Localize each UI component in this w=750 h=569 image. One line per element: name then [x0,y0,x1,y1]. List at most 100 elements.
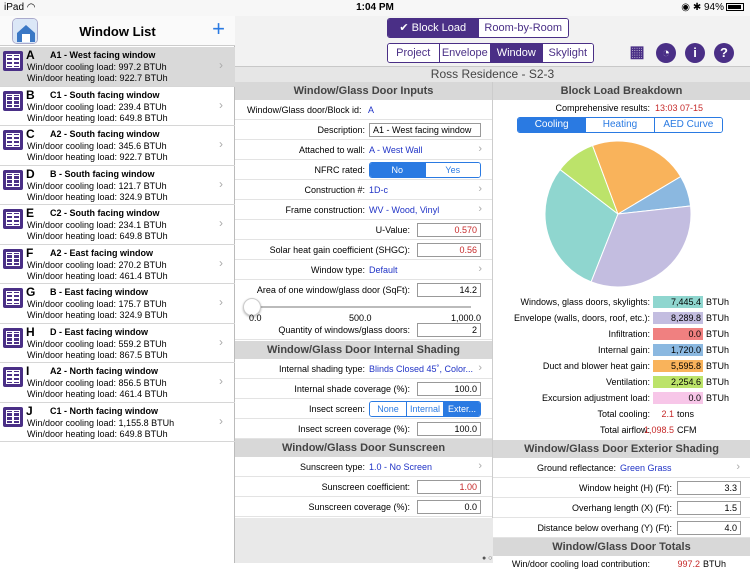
list-item[interactable]: H D - East facing window Win/door cooling … [0,324,235,363]
block-id-value: A [368,105,375,115]
window-type-row[interactable]: Window type: Default › [235,260,492,280]
chevron-right-icon: › [736,461,740,473]
mode-segmented-control: ✔ Block Load Room-by-Room [387,18,569,38]
breakdown-label: Excursion adjustment load: [541,393,650,403]
window-letter: J [26,403,33,418]
area-row: Area of one window/glass door (SqFt): 14… [235,280,492,300]
total-airflow-row: Total airflow: 1,098.5 CFM [493,422,750,438]
sunscreen-coef-input[interactable]: 1.00 [417,480,481,494]
shading-type-row[interactable]: Internal shading type: Blinds Closed 45˚… [235,359,492,379]
sunscreen-coverage-input[interactable]: 0.0 [417,500,481,514]
frame-row[interactable]: Frame construction: WV - Wood, Vinyl › [235,200,492,220]
window-icon [3,90,23,111]
tab-cooling[interactable]: Cooling [518,118,587,132]
tab-skylight[interactable]: Skylight [542,44,593,62]
lock-rotation-icon: ◉ [681,2,691,13]
battery-icon [726,3,744,12]
main-panel: ✔ Block Load Room-by-Room Project Envelo… [235,16,750,569]
breakdown-value: 0.0 [653,328,703,340]
breakdown-label: Duct and blower heat gain: [542,361,650,371]
uvalue-input[interactable]: 0.570 [417,223,481,237]
nfrc-yes-option[interactable]: Yes [425,163,480,177]
distance-below-input[interactable]: 4.0 [677,521,741,535]
total-airflow-value: 1,098.5 [643,425,674,435]
list-item[interactable]: E C2 - South facing window Win/door coolin… [0,205,235,245]
empty-area [235,518,493,563]
insect-internal-option[interactable]: Internal [407,402,444,416]
insect-coverage-input[interactable]: 100.0 [417,422,481,436]
shading-type-value: Blinds Closed 45˚, Color... [369,364,474,374]
window-icon [3,406,23,427]
sidebar-title: Window List [79,24,156,39]
ground-reflectance-row[interactable]: Ground reflectance: Green Grass › [493,458,750,478]
wifi-icon: ◠ [26,2,36,13]
breakdown-unit: BTUh [706,393,730,403]
inputs-header: Window/Glass Door Inputs [235,82,492,100]
list-item[interactable]: A A1 - West facing window Win/door cooling… [0,47,235,87]
total-cooling-unit: tons [677,409,695,419]
window-letter: H [26,324,35,339]
insect-exterior-option[interactable]: Exter... [444,402,480,416]
quantity-input[interactable]: 2 [417,323,481,337]
breakdown-unit: BTUh [706,377,730,387]
project-title: Ross Residence - S2-3 [235,67,750,82]
window-name: B - East facing window [50,287,149,297]
list-item[interactable]: I A2 - North facing window Win/door coolin… [0,363,235,403]
breakdown-row: Windows, glass doors, skylights: 7,445.4 B… [493,294,750,310]
window-name: B - South facing window [50,168,155,179]
cooling-contribution-label: Win/door cooling load contribution: [511,559,650,569]
total-cooling-label: Total cooling: [597,409,650,419]
window-height-row: Window height (H) (Ft): 3.3 [493,478,750,498]
attached-wall-value: A - West Wall [369,145,423,155]
tab-block-load[interactable]: ✔ Block Load [388,19,479,37]
construction-row[interactable]: Construction #: 1D-c › [235,180,492,200]
window-icon [3,327,23,348]
help-icon[interactable]: ? [714,43,734,63]
tab-window[interactable]: Window [491,44,543,62]
sunscreen-type-row[interactable]: Sunscreen type: 1.0 - No Screen › [235,457,492,477]
area-slider-thumb[interactable] [243,298,262,316]
tab-envelope[interactable]: Envelope [439,44,491,62]
quantity-label: Quantity of windows/glass doors: [278,325,410,335]
list-item[interactable]: D B - South facing window Win/door cooling… [0,166,235,205]
app-icon[interactable] [12,18,38,44]
list-item[interactable]: C A2 - South facing window Win/door coolin… [0,126,235,166]
window-height-input[interactable]: 3.3 [677,481,741,495]
insect-none-option[interactable]: None [370,402,407,416]
sidebar-header: Window List + [0,16,235,46]
window-heating-load: Win/door heating load: 461.4 BTUh [27,270,168,281]
tab-heating[interactable]: Heating [586,118,655,132]
window-name: A2 - North facing window [50,366,158,376]
overhang-length-input[interactable]: 1.5 [677,501,741,515]
shgc-input[interactable]: 0.56 [417,243,481,257]
area-input[interactable]: 14.2 [417,283,481,297]
tab-room-by-room[interactable]: Room-by-Room [478,19,568,37]
list-item[interactable]: G B - East facing window Win/door cooling … [0,284,235,324]
description-input[interactable]: A1 - West facing window [369,123,481,137]
shade-coverage-input[interactable]: 100.0 [417,382,481,396]
list-item[interactable]: F A2 - East facing window Win/door cooling… [0,245,235,284]
block-id-row: Window/Glass door/Block id: A [235,100,492,120]
attached-wall-row[interactable]: Attached to wall: A - West Wall › [235,140,492,160]
ground-reflectance-label: Ground reflectance: [536,463,616,473]
breakdown-value: 8,289.8 [653,312,703,324]
window-cooling-load: Win/door cooling load: 234.1 BTUh [27,220,167,230]
nfrc-no-option[interactable]: No [370,163,426,177]
list-item[interactable]: J C1 - North facing window Win/door coolin… [0,403,235,442]
tab-aed-curve[interactable]: AED Curve [654,118,722,132]
info-icon[interactable]: i [685,43,705,63]
area-slider-row: 0.0 500.0 1,000.0 [235,298,492,323]
pie-chart-icon[interactable]: ◔ [656,43,676,63]
calculator-icon[interactable]: ▦ [629,44,645,61]
list-item[interactable]: B C1 - South facing window Win/door coolin… [0,87,235,126]
pie-slice [544,168,619,283]
add-window-button[interactable]: + [212,16,225,41]
overhang-length-row: Overhang length (X) (Ft): 1.5 [493,498,750,518]
tab-project[interactable]: Project [388,44,440,62]
window-name: D - East facing window [50,326,149,337]
breakdown-label: Ventilation: [605,377,650,387]
cooling-contribution-unit: BTUh [703,559,727,569]
total-cooling-value: 2.1 [661,409,674,419]
window-letter: A [26,48,35,62]
sunscreen-header: Window/Glass Door Sunscreen [235,439,492,457]
